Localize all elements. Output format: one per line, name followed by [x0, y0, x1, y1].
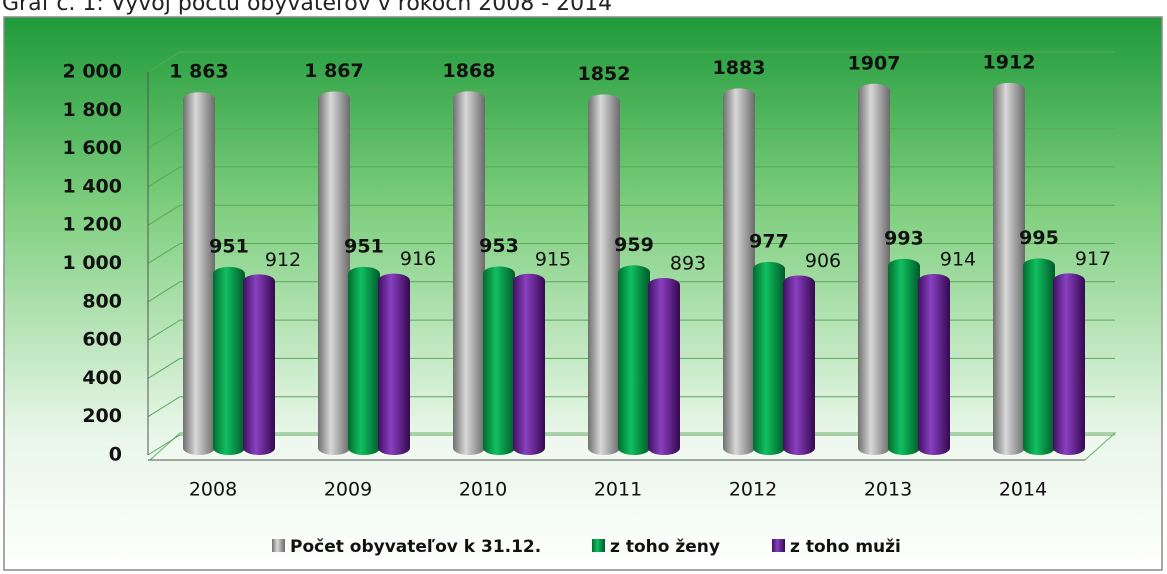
grid-line [147, 166, 1115, 188]
x-tick-label: 2009 [324, 479, 372, 501]
data-label: 995 [1019, 227, 1059, 249]
bar [243, 274, 275, 455]
bar [648, 277, 680, 455]
bar [588, 94, 620, 455]
y-tick-label: 200 [82, 405, 122, 427]
data-label: 1907 [848, 52, 901, 74]
legend-swatch [772, 539, 785, 552]
bar [858, 83, 890, 455]
grid-line [147, 89, 1115, 111]
legend-label: Počet obyvateľov k 31.12. [290, 537, 541, 557]
data-label: 953 [479, 235, 519, 257]
x-tick-label: 2008 [189, 479, 237, 501]
grid-line [147, 51, 1115, 73]
data-label: 951 [344, 235, 384, 257]
bar [453, 91, 485, 455]
data-label: 915 [535, 248, 571, 270]
grid-line [147, 204, 1115, 226]
bar [1053, 273, 1085, 455]
data-label: 959 [614, 234, 654, 256]
y-tick-label: 2 000 [63, 61, 123, 83]
data-label: 914 [940, 248, 976, 270]
bar [378, 273, 410, 455]
bar [483, 266, 515, 455]
bar [183, 92, 215, 455]
data-label: 906 [805, 250, 841, 272]
chart-title: Graf č. 1: Vývoj počtu obyvateľov v roko… [2, 0, 612, 16]
data-label: 1912 [983, 51, 1036, 73]
y-tick-label: 1 400 [63, 175, 123, 197]
y-tick-label: 600 [82, 329, 122, 351]
legend-swatch [592, 539, 605, 552]
bar [783, 275, 815, 455]
bar [318, 91, 350, 456]
data-label: 977 [749, 230, 789, 252]
data-label: 951 [209, 235, 249, 257]
data-label: 917 [1075, 248, 1111, 270]
bar [513, 273, 545, 455]
bar [723, 88, 755, 455]
legend-label: z toho muži [790, 537, 901, 557]
grid-line [147, 128, 1115, 150]
data-label: 993 [884, 227, 924, 249]
y-tick-label: 1 000 [63, 252, 123, 274]
bar [918, 273, 950, 455]
y-tick-label: 0 [109, 444, 122, 466]
chart-frame [3, 16, 1163, 571]
y-tick-label: 1 200 [63, 214, 123, 236]
data-label: 916 [400, 248, 436, 270]
x-tick-label: 2010 [459, 479, 507, 501]
bar [213, 266, 245, 455]
x-tick-label: 2012 [729, 479, 777, 501]
data-label: 1 867 [304, 60, 364, 82]
x-tick-label: 2013 [864, 479, 912, 501]
x-tick-label: 2011 [594, 479, 642, 501]
x-tick-label: 2014 [999, 479, 1047, 501]
legend-swatch [272, 539, 285, 552]
data-label: 1 863 [169, 61, 229, 83]
data-label: 893 [670, 252, 706, 274]
grid-line [147, 243, 1115, 264]
bar [1023, 258, 1055, 455]
bar [618, 265, 650, 455]
bar [753, 261, 785, 455]
y-tick-label: 800 [82, 290, 122, 312]
bar [348, 266, 380, 455]
y-tick-label: 1 800 [63, 99, 123, 121]
data-label: 912 [265, 249, 301, 271]
legend-label: z toho ženy [610, 537, 720, 557]
bar [888, 258, 920, 455]
data-label: 1883 [713, 57, 766, 79]
y-tick-label: 400 [82, 367, 122, 389]
bar [993, 82, 1025, 456]
data-label: 1868 [443, 60, 496, 82]
y-tick-label: 1 600 [63, 137, 123, 159]
data-label: 1852 [578, 63, 631, 85]
